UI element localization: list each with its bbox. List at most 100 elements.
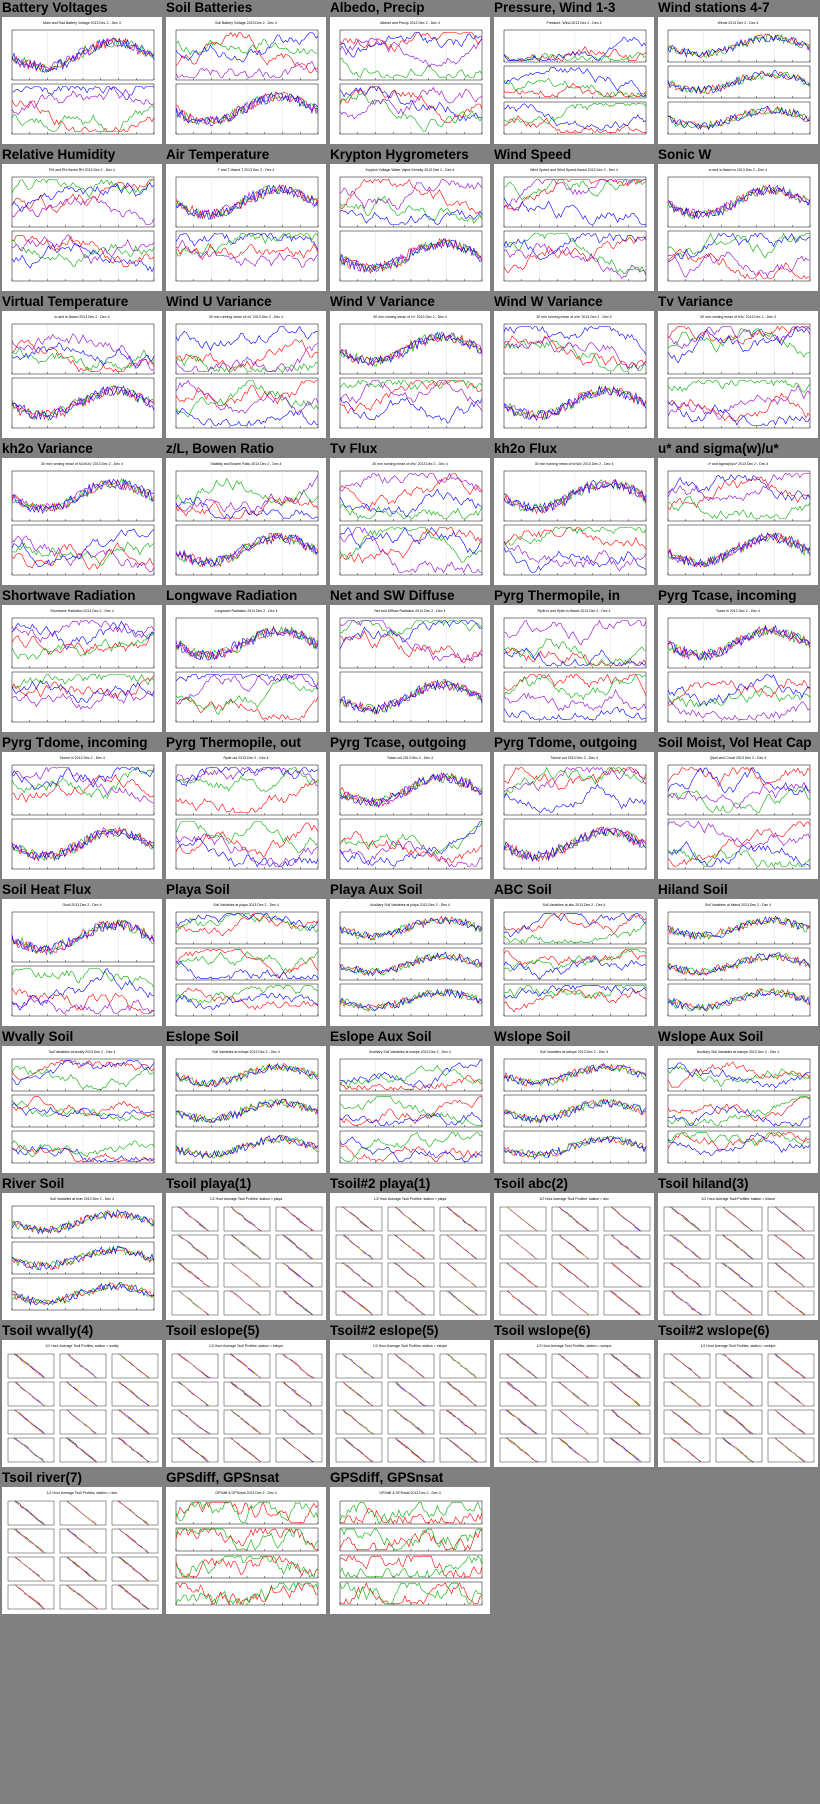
plot-image: Tcase.in 2013 Dec 2 - Dec 4 — [667, 609, 811, 723]
plot-thumbnail[interactable]: Net and Diffuse Radiation 2013 Dec 2 - D… — [330, 605, 490, 732]
plot-thumbnail[interactable]: RH and RH-Ifaxed RH 2013 Dec 2 - Dec 4 — [2, 164, 162, 291]
plot-thumbnail[interactable]: Soil Battery Voltage 2013 Dec 2 - Dec 4 — [166, 17, 326, 144]
thumbnail-title: Pyrg Thermopile, out — [166, 735, 302, 750]
plot-subtitle: Wind Speed and Wind Speed-Ifaxed 2013 De… — [530, 168, 618, 172]
plot-thumbnail[interactable]: Gsoil 2013 Dec 2 - Dec 4 — [2, 899, 162, 1026]
thumbnail-title: kh2o Flux — [494, 441, 558, 456]
plot-subtitle: GPSdiff & GPSnsat 2013 Dec 2 - Dec 4 — [215, 1491, 276, 1495]
thumbnail-title: Soil Heat Flux — [2, 882, 92, 897]
plot-subtitle: 30 min running mean of v'v' 2013 Dec 2 -… — [373, 315, 447, 319]
plot-thumbnail[interactable]: Auxiliary Soil Variables at playa 2013 D… — [330, 899, 490, 1026]
thumbnail-title: Eslope Aux Soil — [330, 1029, 432, 1044]
plot-thumbnail[interactable]: w and w-Ifaxed w 2013 Dec 2 - Dec 4 — [658, 164, 818, 291]
plot-subtitle: GPSdiff & GPSnsat 2013 Dec 2 - Dec 4 — [379, 1491, 440, 1495]
plot-thumbnail[interactable]: 1/2 Hour Average Tsoil Profiles; station… — [330, 1193, 490, 1320]
plot-subtitle: 30 min running mean of w'tc' 2013 Dec 2 … — [372, 462, 448, 466]
plot-thumbnail[interactable]: Soil Variables at wslope 2013 Dec 2 - De… — [494, 1046, 654, 1173]
plot-thumbnail[interactable]: 30 min running mean of tc'tc' 2013 Dec 2… — [658, 311, 818, 438]
plot-image: RH and RH-Ifaxed RH 2013 Dec 2 - Dec 4 — [11, 168, 155, 282]
thumbnail-title: Tv Variance — [658, 294, 734, 309]
plot-thumbnail[interactable]: 1/2 Hour Average Tsoil Profiles; station… — [494, 1193, 654, 1320]
thumbnail-title: Krypton Hygrometers — [330, 147, 469, 162]
plot-thumbnail[interactable]: Tdome.in 2013 Dec 2 - Dec 4 — [2, 752, 162, 879]
plot-thumbnail[interactable]: 1/2 Hour Average Tsoil Profiles; station… — [166, 1340, 326, 1467]
plot-thumbnail[interactable]: 30 min running mean of h2o'h2o' 2013 Dec… — [2, 458, 162, 585]
plot-thumbnail[interactable]: T and T-Ifaxed T 2013 Dec 2 - Dec 4 — [166, 164, 326, 291]
plot-thumbnail[interactable]: Qsoil and Cvsoil 2013 Dec 2 - Dec 4 — [658, 752, 818, 879]
plot-thumbnail[interactable]: GPSdiff & GPSnsat 2013 Dec 2 - Dec 4 — [166, 1487, 326, 1614]
plot-thumbnail[interactable]: Longwave Radiation 2013 Dec 2 - Dec 4 — [166, 605, 326, 732]
plot-subtitle: Longwave Radiation 2013 Dec 2 - Dec 4 — [215, 609, 278, 613]
plot-subtitle: Auxiliary Soil Variables at eslope 2013 … — [369, 1050, 451, 1054]
thumbnail-title: Tsoil playa(1) — [166, 1176, 252, 1191]
plot-thumbnail[interactable]: Stability and Bowen Ratio 2013 Dec 2 - D… — [166, 458, 326, 585]
plot-thumbnail[interactable]: 30 min running mean of v'v' 2013 Dec 2 -… — [330, 311, 490, 438]
plot-thumbnail[interactable]: 1/2 Hour Average Tsoil Profiles; station… — [658, 1340, 818, 1467]
plot-thumbnail[interactable]: Winds 2013 Dec 2 - Dec 4 — [658, 17, 818, 144]
plot-thumbnail[interactable]: Wind Speed and Wind Speed-Ifaxed 2013 De… — [494, 164, 654, 291]
plot-subtitle: u* and sigma(w)/u* 2013 Dec 2 - Dec 4 — [708, 462, 769, 466]
plot-thumbnail[interactable]: 30 min running mean of w'tc' 2013 Dec 2 … — [330, 458, 490, 585]
plot-subtitle: Main and Rad Battery Voltage 2013 Dec 2 … — [43, 21, 121, 25]
plot-thumbnail[interactable]: Albedo and Precip 2013 Dec 2 - Dec 4 — [330, 17, 490, 144]
plot-subtitle: 30 min running mean of tc'tc' 2013 Dec 2… — [700, 315, 776, 319]
plot-thumbnail[interactable]: Soil Variables at river 2013 Dec 2 - Dec… — [2, 1193, 162, 1320]
plot-thumbnail[interactable]: Soil Variables at eslope 2013 Dec 2 - De… — [166, 1046, 326, 1173]
plot-thumbnail[interactable]: 1/2 Hour Average Tsoil Profiles; station… — [494, 1340, 654, 1467]
plot-image: 1/2 Hour Average Tsoil Profiles; station… — [663, 1344, 815, 1463]
plot-thumbnail[interactable]: Soil Variables at abc 2013 Dec 2 - Dec 4 — [494, 899, 654, 1026]
plot-thumbnail[interactable]: Rpile.out 2013 Dec 2 - Dec 4 — [166, 752, 326, 879]
plot-subtitle: Soil Variables at wslope 2013 Dec 2 - De… — [540, 1050, 608, 1054]
plot-thumbnail[interactable]: tc and tc-Ifaxed 2013 Dec 2 - Dec 4 — [2, 311, 162, 438]
plot-thumbnail[interactable]: Auxiliary Soil Variables at eslope 2013 … — [330, 1046, 490, 1173]
plot-thumbnail[interactable]: 30 min running mean of w'w' 2013 Dec 2 -… — [494, 311, 654, 438]
thumbnail-title: Playa Aux Soil — [330, 882, 423, 897]
plot-thumbnail[interactable]: 30 min running mean of w'h2o' 2013 Dec 2… — [494, 458, 654, 585]
thumbnail-title: GPSdiff, GPSnsat — [166, 1470, 280, 1485]
plot-subtitle: 1/2 Hour Average Tsoil Profiles; station… — [537, 1344, 612, 1348]
plot-image: tc and tc-Ifaxed 2013 Dec 2 - Dec 4 — [11, 315, 155, 429]
plot-image: u* and sigma(w)/u* 2013 Dec 2 - Dec 4 — [667, 462, 811, 576]
plot-thumbnail[interactable]: 1/2 Hour Average Tsoil Profiles; station… — [330, 1340, 490, 1467]
plot-image: Soil Variables at playa 2013 Dec 2 - Dec… — [175, 903, 319, 1017]
plot-thumbnail[interactable]: 1/2 Hour Average Tsoil Profiles; station… — [2, 1487, 162, 1614]
plot-thumbnail[interactable]: Shortwave Radiation 2013 Dec 2 - Dec 4 — [2, 605, 162, 732]
plot-thumbnail[interactable]: Soil Variables at hiland 2013 Dec 2 - De… — [658, 899, 818, 1026]
plot-thumbnail[interactable]: Soil Variables at wvally 2013 Dec 2 - De… — [2, 1046, 162, 1173]
plot-thumbnail[interactable]: Tcase.in 2013 Dec 2 - Dec 4 — [658, 605, 818, 732]
plot-thumbnail[interactable]: Rpile.in and Rpile.in-Ifaxed 2013 Dec 2 … — [494, 605, 654, 732]
plot-subtitle: 30 min running mean of h2o'h2o' 2013 Dec… — [41, 462, 123, 466]
plot-image: Qsoil and Cvsoil 2013 Dec 2 - Dec 4 — [667, 756, 811, 870]
plot-image: 1/2 Hour Average Tsoil Profiles; station… — [663, 1197, 815, 1316]
plot-image: Soil Variables at eslope 2013 Dec 2 - De… — [175, 1050, 319, 1164]
plot-image: GPSdiff & GPSnsat 2013 Dec 2 - Dec 4 — [339, 1491, 483, 1606]
plot-subtitle: Stability and Bowen Ratio 2013 Dec 2 - D… — [210, 462, 281, 466]
plot-thumbnail[interactable]: 1/2 Hour Average Tsoil Profiles; station… — [166, 1193, 326, 1320]
plot-thumbnail[interactable]: 1/2 Hour Average Tsoil Profiles; station… — [658, 1193, 818, 1320]
plot-image: Krypton Voltage Water Vapor Density 2013… — [339, 168, 483, 282]
plot-image: Auxiliary Soil Variables at playa 2013 D… — [339, 903, 483, 1017]
plot-subtitle: Soil Variables at playa 2013 Dec 2 - Dec… — [213, 903, 279, 907]
plot-thumbnail[interactable]: 1/2 Hour Average Tsoil Profiles; station… — [2, 1340, 162, 1467]
plot-image: Soil Variables at abc 2013 Dec 2 - Dec 4 — [503, 903, 647, 1017]
plot-thumbnail[interactable]: Soil Variables at playa 2013 Dec 2 - Dec… — [166, 899, 326, 1026]
plot-image: Tcase.out 2013 Dec 2 - Dec 4 — [339, 756, 483, 870]
plot-thumbnail[interactable]: u* and sigma(w)/u* 2013 Dec 2 - Dec 4 — [658, 458, 818, 585]
plot-thumbnail[interactable]: Tdome.out 2013 Dec 2 - Dec 4 — [494, 752, 654, 879]
plot-thumbnail[interactable]: Auxiliary Soil Variables at wslope 2013 … — [658, 1046, 818, 1173]
plot-thumbnail[interactable]: 30 min running mean of u'u' 2013 Dec 2 -… — [166, 311, 326, 438]
plot-subtitle: Krypton Voltage Water Vapor Density 2013… — [366, 168, 455, 172]
plot-subtitle: Soil Variables at wvally 2013 Dec 2 - De… — [49, 1050, 116, 1054]
plot-thumbnail[interactable]: Main and Rad Battery Voltage 2013 Dec 2 … — [2, 17, 162, 144]
plot-subtitle: 1/2 Hour Average Tsoil Profiles; station… — [45, 1344, 119, 1348]
plot-subtitle: Net and Diffuse Radiation 2013 Dec 2 - D… — [375, 609, 446, 613]
thumbnail-title: Playa Soil — [166, 882, 230, 897]
plot-thumbnail[interactable]: Tcase.out 2013 Dec 2 - Dec 4 — [330, 752, 490, 879]
plot-image: Gsoil 2013 Dec 2 - Dec 4 — [11, 903, 155, 1017]
plot-image: 1/2 Hour Average Tsoil Profiles; station… — [171, 1197, 323, 1316]
plot-thumbnail[interactable]: GPSdiff & GPSnsat 2013 Dec 2 - Dec 4 — [330, 1487, 490, 1614]
plot-thumbnail[interactable]: Krypton Voltage Water Vapor Density 2013… — [330, 164, 490, 291]
thumbnail-title: River Soil — [2, 1176, 65, 1191]
plot-thumbnail[interactable]: Pressure, Wind 2013 Dec 2 - Dec 4 — [494, 17, 654, 144]
thumbnail-title: Albedo, Precip — [330, 0, 425, 15]
